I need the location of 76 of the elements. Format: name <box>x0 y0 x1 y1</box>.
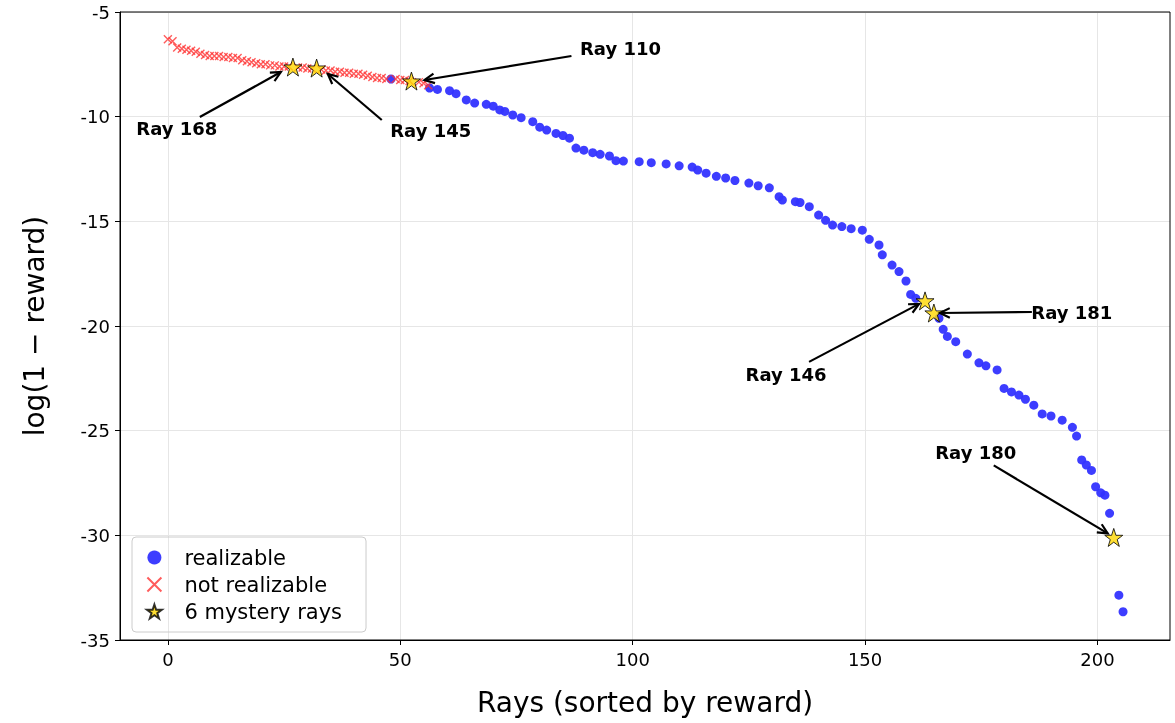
point <box>228 53 238 63</box>
point <box>363 71 373 81</box>
y-axis-title: log(1 − reward) <box>17 215 51 437</box>
point <box>256 59 266 70</box>
y-tick-label: -20 <box>80 315 110 337</box>
x-tick-label: 200 <box>1080 648 1115 670</box>
point <box>209 51 220 61</box>
point <box>1104 527 1124 547</box>
point <box>283 57 303 77</box>
point <box>214 51 224 61</box>
point <box>223 52 233 62</box>
point <box>344 68 354 78</box>
point <box>372 73 382 83</box>
point <box>307 58 327 78</box>
point <box>395 75 405 85</box>
point <box>172 42 182 53</box>
y-tick-label: -5 <box>92 1 110 23</box>
point <box>274 61 285 72</box>
point <box>390 74 401 84</box>
y-tick-label: -30 <box>80 524 110 546</box>
x-tick-label: 150 <box>847 648 883 670</box>
point <box>915 291 935 311</box>
y-tick-label: -15 <box>80 210 110 232</box>
point <box>321 65 331 76</box>
x-tick-label: 100 <box>615 648 650 670</box>
point <box>401 71 421 91</box>
point <box>381 74 392 84</box>
point <box>270 60 280 71</box>
point <box>297 62 308 73</box>
point <box>400 75 410 85</box>
point <box>335 66 345 77</box>
x-tick-label: 0 <box>162 648 174 670</box>
point <box>205 51 215 61</box>
point <box>302 63 313 74</box>
point <box>232 53 243 63</box>
point <box>242 56 252 66</box>
point <box>167 36 178 47</box>
point <box>414 77 424 87</box>
point <box>358 70 368 80</box>
point <box>246 57 257 67</box>
point <box>279 61 289 72</box>
point <box>200 50 210 60</box>
point <box>418 78 429 88</box>
point <box>367 72 378 82</box>
point <box>260 59 271 70</box>
legend-label: realizable <box>184 545 287 570</box>
annotation: Ray 181 <box>1031 301 1113 323</box>
legend-label: not realizable <box>184 572 328 597</box>
annotation: Ray 145 <box>390 120 472 142</box>
legend-label: 6 mystery rays <box>184 599 343 624</box>
point <box>353 69 364 79</box>
annotation: Ray 146 <box>745 364 827 386</box>
y-tick-label: -25 <box>80 420 110 442</box>
x-axis-title: Rays (sorted by reward) <box>476 685 814 719</box>
point <box>325 65 336 76</box>
point <box>339 68 350 78</box>
y-tick-label: -10 <box>80 106 110 128</box>
point <box>177 43 187 54</box>
point <box>163 34 173 44</box>
annotation: Ray 110 <box>579 37 661 59</box>
point <box>237 55 247 65</box>
point <box>191 47 201 57</box>
point <box>349 69 359 79</box>
point <box>330 66 340 77</box>
point <box>376 73 387 83</box>
point <box>181 44 192 55</box>
point <box>251 58 261 68</box>
point <box>924 303 944 323</box>
point <box>186 46 196 56</box>
point <box>218 52 229 62</box>
point <box>195 49 206 59</box>
point <box>265 60 275 71</box>
annotation: Ray 168 <box>136 117 218 139</box>
x-tick-label: 50 <box>388 648 412 670</box>
annotation: Ray 180 <box>935 441 1017 463</box>
y-tick-label: -35 <box>80 629 110 651</box>
